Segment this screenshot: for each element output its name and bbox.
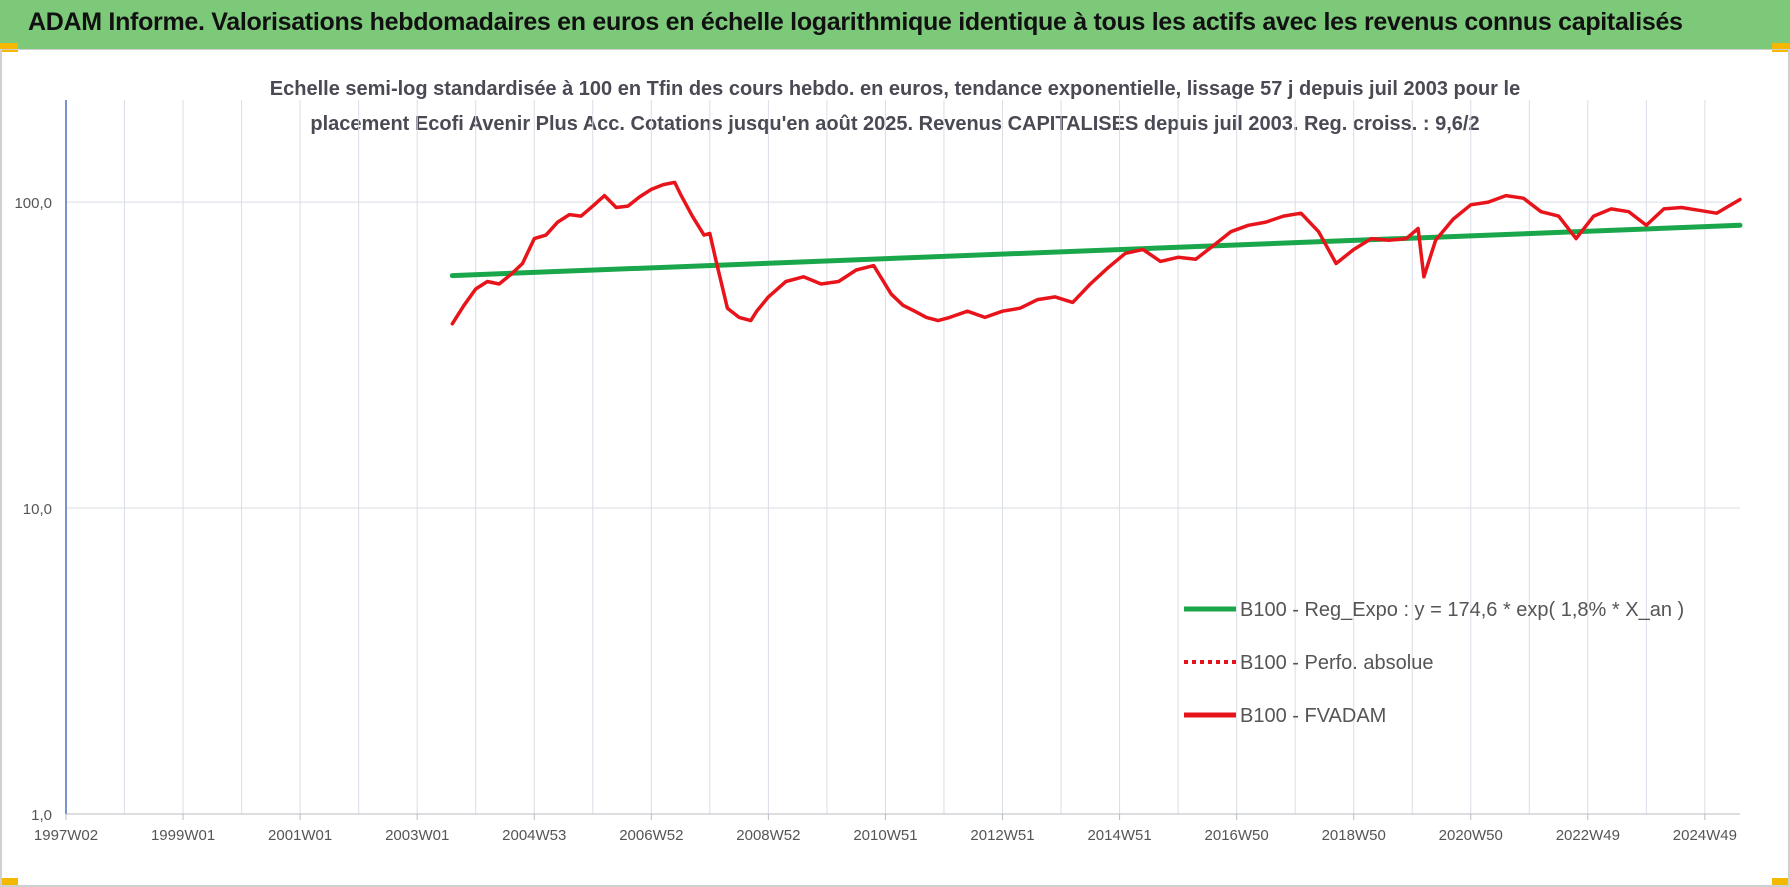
fvadam-line [450, 180, 1742, 326]
x-tick-label: 2006W52 [619, 827, 683, 844]
axes [65, 100, 1740, 820]
y-tick-label: 1,0 [31, 807, 52, 824]
y-tick-label: 10,0 [23, 501, 52, 518]
x-tick-label: 2020W50 [1439, 827, 1503, 844]
corner-marker-bottom-left [0, 878, 18, 887]
chart-title-line-1: Echelle semi-log standardisée à 100 en T… [269, 78, 1521, 100]
legend-label: B100 - Reg_Expo : y = 174,6 * exp( 1,8% … [1240, 599, 1684, 621]
corner-marker-top-right [1772, 43, 1790, 52]
y-tick-label: 100,0 [14, 195, 52, 212]
grid-lines [65, 100, 1740, 815]
corner-marker-bottom-right [1772, 878, 1790, 887]
x-tick-label: 2010W51 [853, 827, 917, 844]
title-banner: ADAM Informe. Valorisations hebdomadaire… [0, 0, 1790, 49]
x-tick-label: 2016W50 [1205, 827, 1269, 844]
tick-labels: 1,0 10,0 100,0 1997W02 1999W01 2001W01 2003W01… [14, 195, 1737, 844]
x-tick-label: 2024W49 [1673, 827, 1737, 844]
x-tick-label: 2008W52 [736, 827, 800, 844]
x-tick-label: 2012W51 [970, 827, 1034, 844]
page-title: ADAM Informe. Valorisations hebdomadaire… [28, 8, 1683, 36]
x-tick-label: 2004W53 [502, 827, 566, 844]
corner-marker-top-left [0, 43, 18, 52]
chart-title-line-2: placement Ecofi Avenir Plus Acc. Cotatio… [310, 113, 1480, 135]
x-tick-label: 2014W51 [1087, 827, 1151, 844]
x-tick-label: 1999W01 [151, 827, 215, 844]
x-tick-label: 2018W50 [1322, 827, 1386, 844]
series-lines [449, 180, 1743, 326]
x-tick-label: 2003W01 [385, 827, 449, 844]
chart-area [0, 49, 1790, 887]
regression-line [449, 222, 1743, 279]
x-tick-label: 1997W02 [34, 827, 98, 844]
x-tick-label: 2022W49 [1556, 827, 1620, 844]
legend-label: B100 - FVADAM [1240, 705, 1386, 727]
legend: B100 - Reg_Expo : y = 174,6 * exp( 1,8% … [1184, 599, 1684, 727]
legend-label: B100 - Perfo. absolue [1240, 652, 1433, 674]
x-tick-label: 2001W01 [268, 827, 332, 844]
